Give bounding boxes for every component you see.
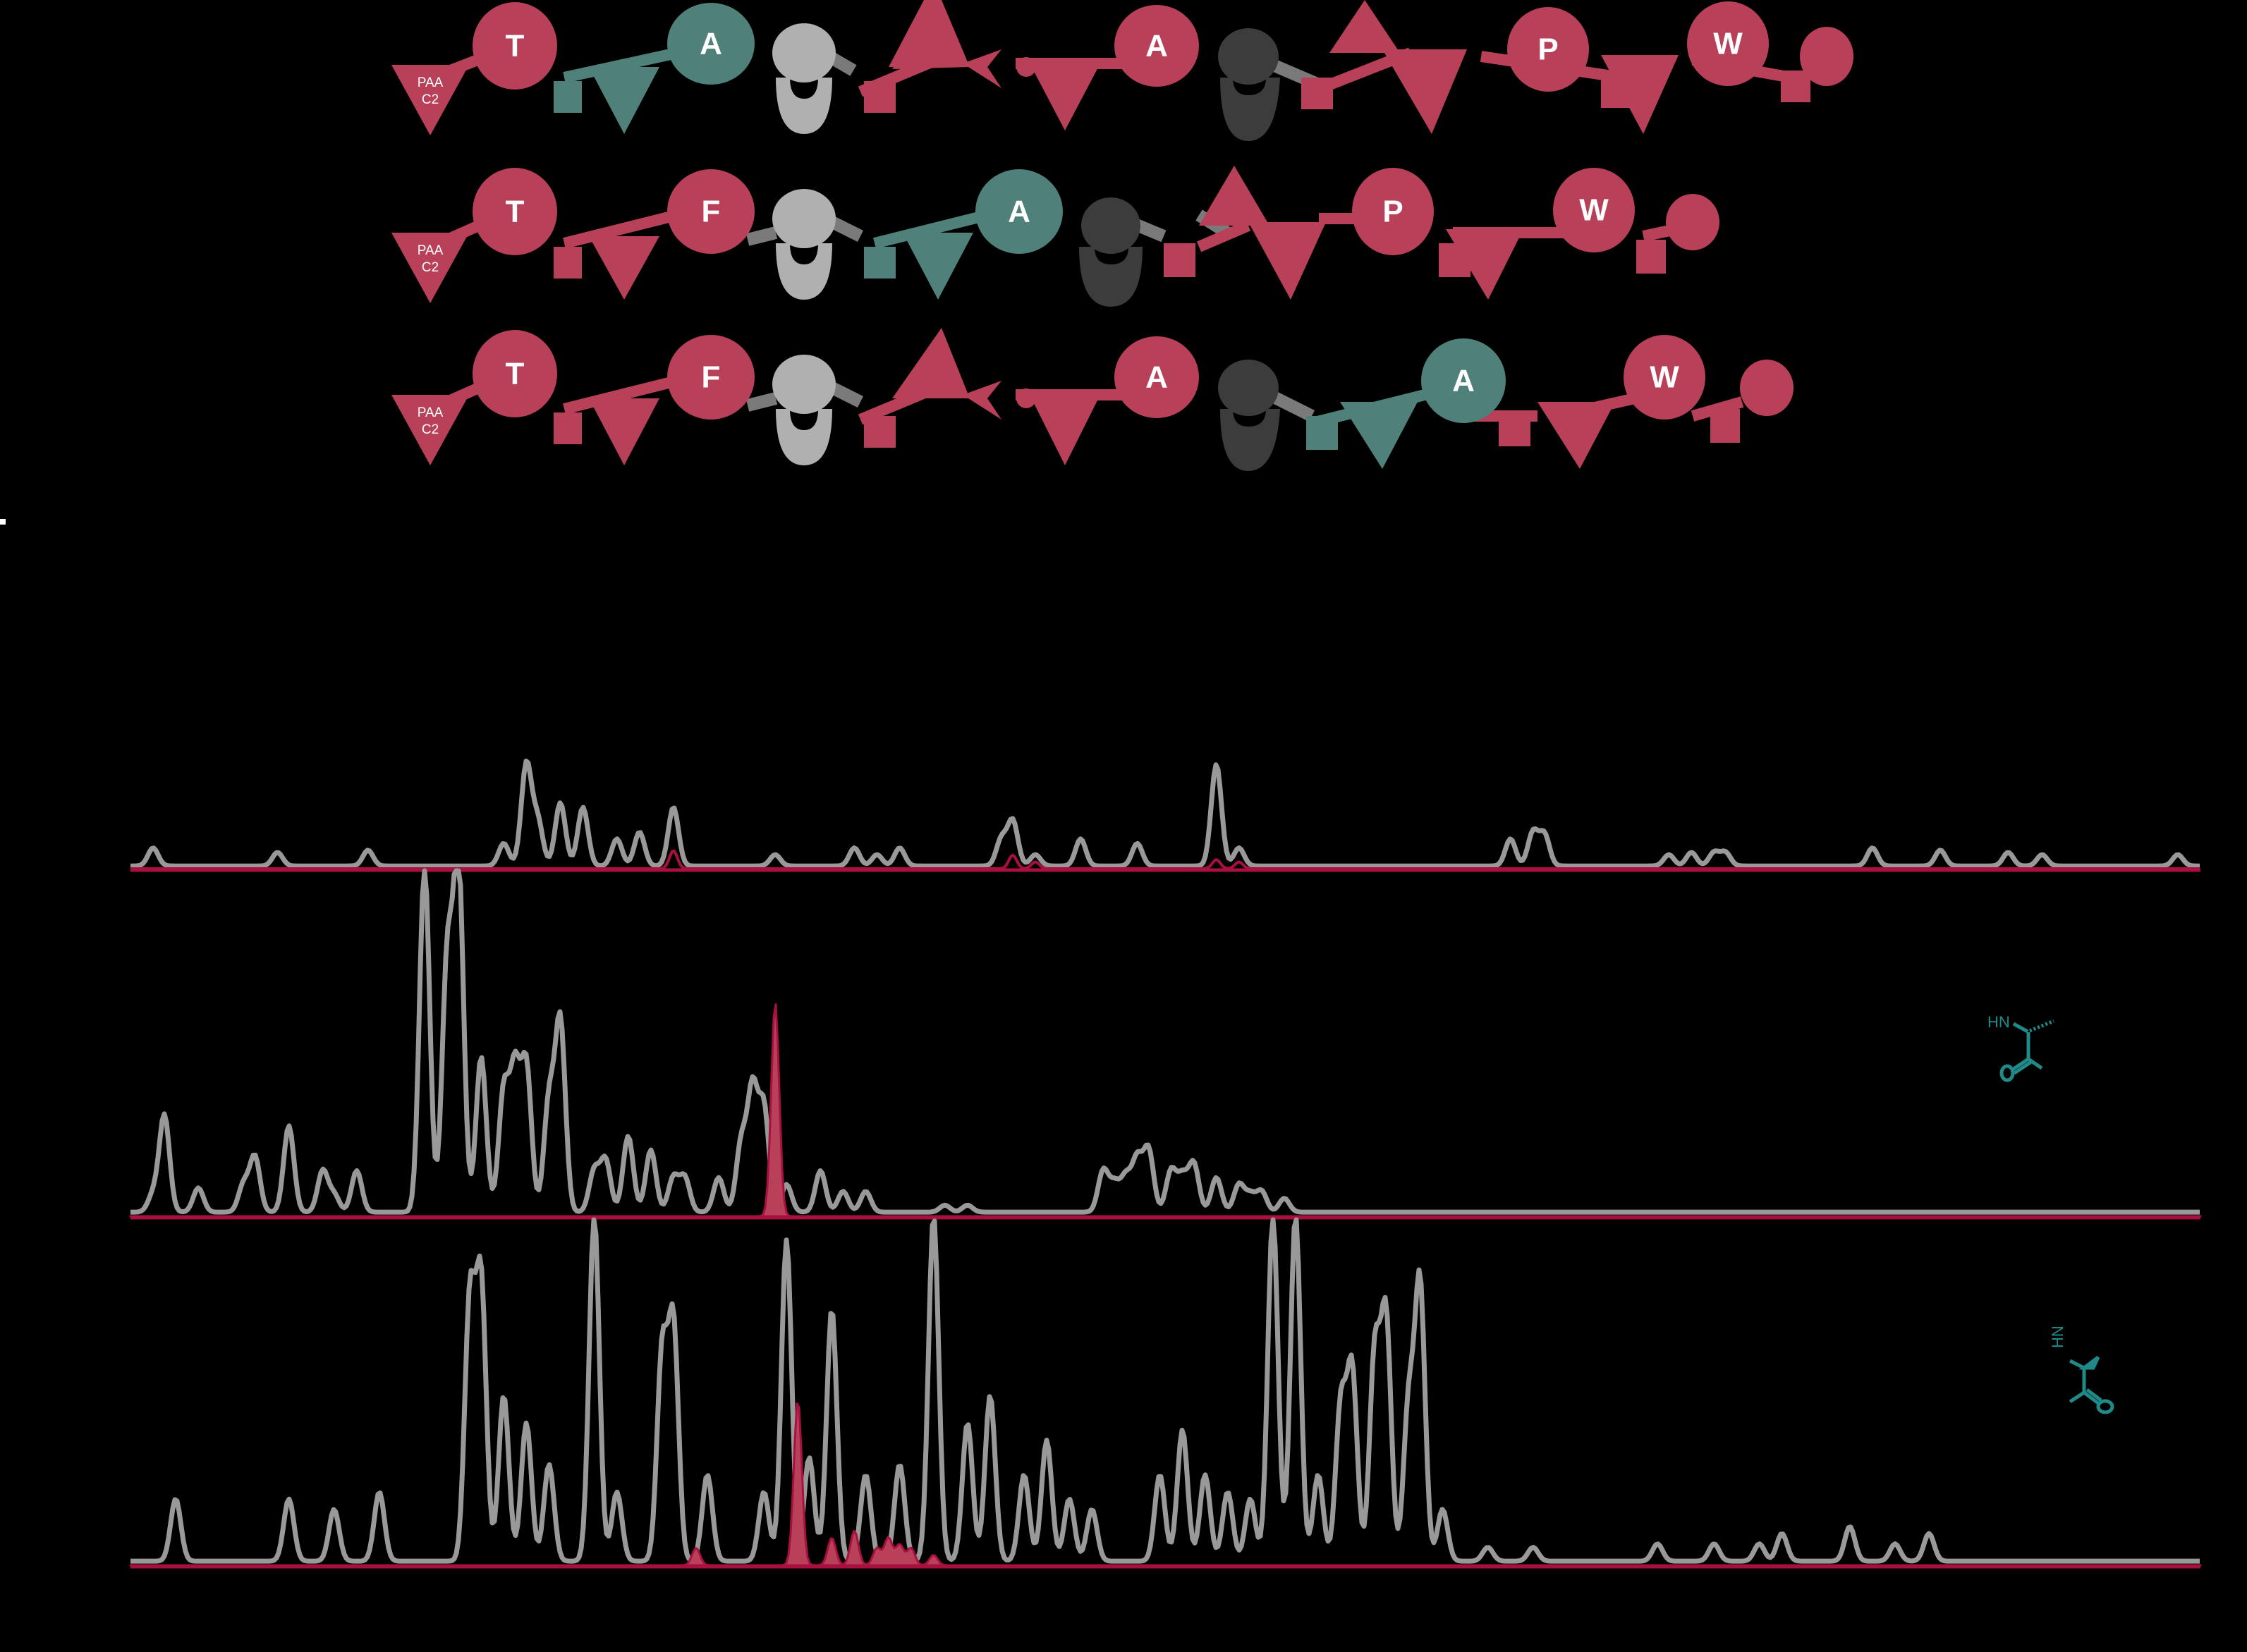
glycan-row-1: PAA C2 T A bbox=[391, 0, 1853, 141]
svg-text:A: A bbox=[1145, 360, 1168, 395]
crimson-fin-triangle-icon bbox=[1329, 0, 1400, 53]
teal-triangle-icon bbox=[903, 233, 973, 300]
svg-text:W: W bbox=[1650, 360, 1679, 395]
crimson-terminal-circle-icon bbox=[1666, 194, 1719, 250]
paa-c2-linker-triangle: PAA C2 bbox=[391, 65, 469, 135]
teal-square-icon bbox=[554, 81, 582, 113]
residue-circle-F: F bbox=[667, 335, 755, 420]
svg-text:C2: C2 bbox=[422, 422, 439, 437]
residue-circle-T: T bbox=[473, 330, 557, 417]
total-trace bbox=[130, 758, 2200, 869]
residue-circle-A-crimson: A bbox=[1114, 336, 1199, 418]
paa-c2-linker-triangle: PAA C2 bbox=[391, 395, 469, 465]
residue-circle-T: T bbox=[473, 2, 557, 90]
light-gray-ring-icon bbox=[772, 189, 836, 300]
residue-circle-T: T bbox=[473, 168, 557, 255]
crimson-fin-triangle-icon bbox=[892, 328, 1001, 420]
svg-text:W: W bbox=[1713, 27, 1743, 61]
total-trace bbox=[130, 1217, 2200, 1564]
highlight-trace bbox=[129, 1003, 2202, 1218]
crimson-triangle-icon bbox=[1248, 222, 1326, 300]
svg-text:A: A bbox=[700, 27, 722, 61]
paa-c2-linker-triangle: PAA C2 bbox=[391, 233, 469, 303]
svg-text:PAA: PAA bbox=[418, 75, 444, 90]
crimson-square-icon bbox=[864, 416, 896, 448]
crimson-triangle-icon bbox=[1382, 49, 1467, 134]
residue-circle-P: P bbox=[1507, 7, 1589, 92]
teal-triangle-icon bbox=[1340, 402, 1418, 469]
svg-text:T: T bbox=[506, 357, 525, 391]
crimson-triangle-icon bbox=[1601, 55, 1679, 134]
teal-linkages bbox=[873, 209, 989, 249]
dark-gray-ring-icon bbox=[1079, 197, 1143, 307]
svg-text:A: A bbox=[1008, 195, 1030, 229]
crimson-triangle-icon bbox=[1030, 395, 1100, 465]
glycan-row-3: PAA C2 T F A bbox=[391, 328, 1794, 471]
total-trace bbox=[130, 868, 2200, 1215]
crimson-square-icon bbox=[554, 412, 582, 444]
crimson-triangle-icon bbox=[589, 236, 659, 300]
svg-text:C2: C2 bbox=[422, 92, 439, 107]
dark-gray-ring-icon bbox=[1218, 360, 1280, 471]
svg-text:PAA: PAA bbox=[418, 243, 444, 258]
light-gray-ring-icon bbox=[772, 23, 836, 134]
chromatogram-panel-bottom bbox=[129, 1217, 2202, 1569]
crimson-dot-icon bbox=[1016, 388, 1036, 408]
residue-circle-W: W bbox=[1624, 335, 1705, 420]
chromatogram-panel-middle bbox=[129, 868, 2202, 1220]
svg-text:T: T bbox=[506, 29, 525, 63]
svg-text:HN: HN bbox=[2049, 1326, 2066, 1348]
residue-circle-W: W bbox=[1553, 168, 1635, 252]
crimson-triangle-icon bbox=[1446, 229, 1523, 300]
teal-square-icon bbox=[864, 247, 896, 279]
residue-circle-A-teal: A bbox=[975, 169, 1063, 254]
crimson-square-icon bbox=[1301, 78, 1333, 109]
crimson-triangle-icon bbox=[589, 398, 659, 465]
svg-text:T: T bbox=[506, 195, 525, 229]
teal-square-icon bbox=[1306, 416, 1338, 450]
alanine-structure-inset-middle: HN bbox=[1987, 1013, 2054, 1082]
crimson-square-icon bbox=[1710, 409, 1740, 443]
alanine-structure-inset-bottom: HN bbox=[2049, 1326, 2114, 1414]
dark-gray-ring-icon bbox=[1218, 28, 1280, 141]
highlight-trace bbox=[129, 1402, 2202, 1567]
residue-circle-A-teal: A bbox=[1421, 338, 1506, 423]
crimson-square-icon bbox=[1499, 412, 1530, 446]
crimson-square-icon bbox=[1636, 240, 1666, 274]
svg-text:F: F bbox=[702, 195, 721, 229]
crimson-terminal-circle-icon bbox=[1800, 27, 1853, 86]
crimson-triangle-icon bbox=[1030, 63, 1100, 130]
svg-text:W: W bbox=[1579, 193, 1609, 228]
residue-circle-W: W bbox=[1687, 1, 1769, 86]
crimson-fin-triangle-icon bbox=[889, 0, 1001, 88]
svg-text:HN: HN bbox=[1987, 1013, 2010, 1031]
svg-text:A: A bbox=[1452, 364, 1475, 398]
teal-triangle-icon bbox=[589, 67, 659, 134]
crimson-square-icon bbox=[1164, 243, 1195, 277]
crimson-square-icon bbox=[1781, 71, 1810, 102]
crimson-triangle-icon bbox=[1537, 402, 1615, 469]
svg-text:A: A bbox=[1145, 29, 1168, 63]
crimson-square-icon bbox=[554, 247, 582, 279]
svg-text:F: F bbox=[702, 360, 721, 395]
glycan-row-2: PAA C2 T F A P bbox=[391, 166, 1719, 307]
svg-text:PAA: PAA bbox=[418, 405, 444, 420]
crimson-fin-triangle-icon bbox=[1199, 166, 1269, 226]
svg-text:P: P bbox=[1382, 195, 1403, 229]
light-gray-ring-icon bbox=[772, 355, 836, 465]
residue-circle-A-teal: A bbox=[667, 3, 755, 85]
crimson-square-icon bbox=[864, 81, 896, 113]
teal-linkages bbox=[563, 47, 678, 83]
chromatogram-panel-top bbox=[130, 758, 2200, 872]
residue-circle-A-crimson: A bbox=[1114, 5, 1199, 87]
crimson-dot-icon bbox=[1016, 57, 1036, 77]
residue-circle-F: F bbox=[667, 169, 755, 254]
svg-text:C2: C2 bbox=[422, 260, 439, 275]
residue-circle-P: P bbox=[1352, 168, 1434, 255]
svg-text:P: P bbox=[1537, 32, 1558, 67]
highlight-trace bbox=[130, 849, 2200, 870]
crimson-terminal-circle-icon bbox=[1740, 360, 1794, 416]
left-edge-marker bbox=[0, 519, 6, 525]
